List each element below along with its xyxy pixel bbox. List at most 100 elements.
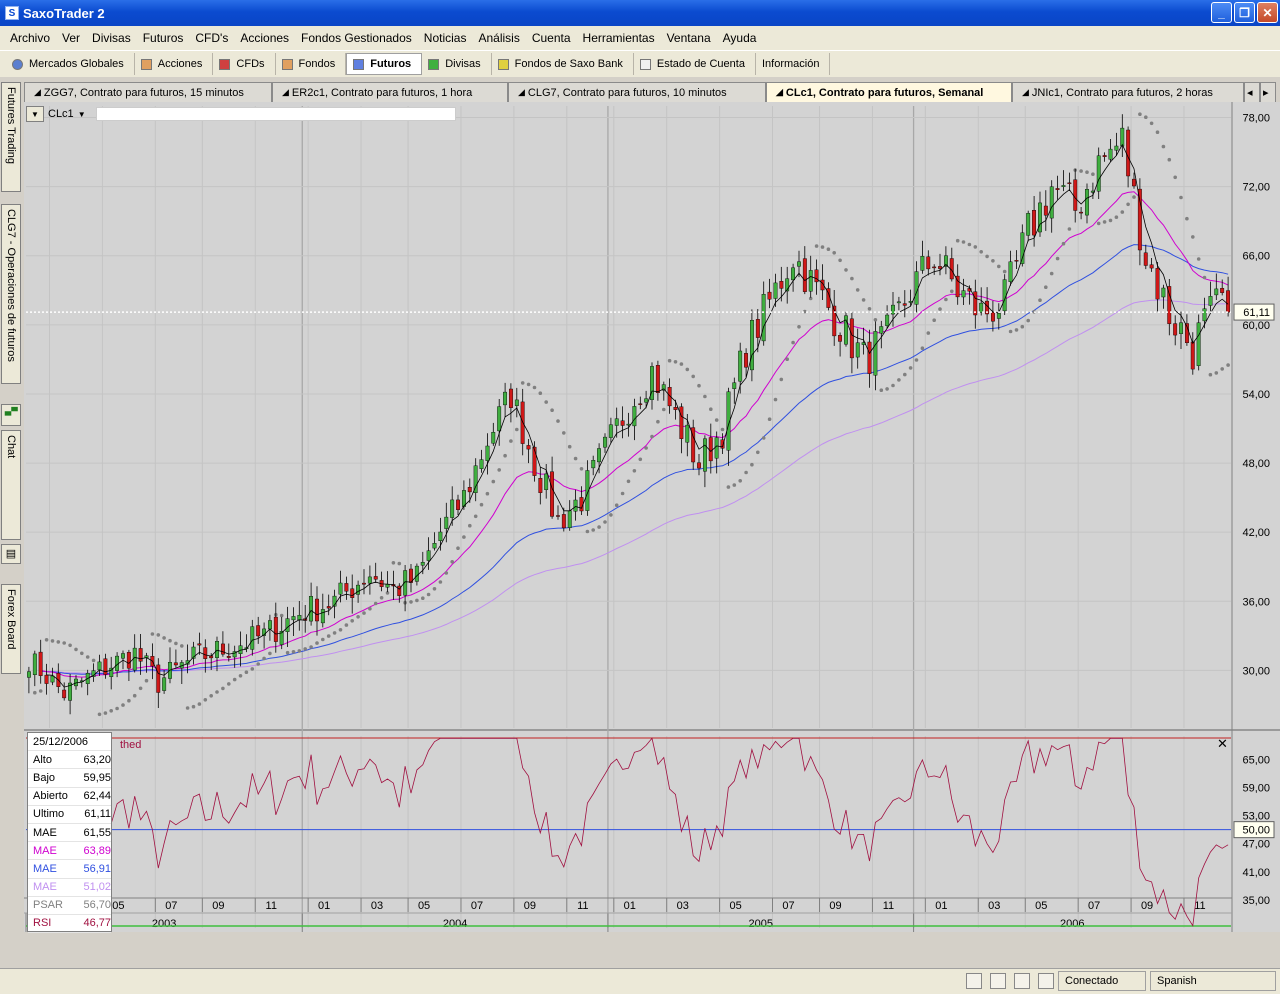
side-tab-futures-trading[interactable]: Futures Trading bbox=[1, 82, 21, 192]
psar-dot bbox=[738, 479, 742, 483]
toolbar-informacion[interactable]: Información bbox=[756, 53, 831, 75]
toolbar-cfds[interactable]: CFDs bbox=[213, 53, 276, 75]
toolbar-fondos-saxo-bank[interactable]: Fondos de Saxo Bank bbox=[492, 53, 634, 75]
menu-analisis[interactable]: Análisis bbox=[478, 31, 520, 45]
candle-body bbox=[1114, 145, 1119, 151]
psar-dot bbox=[779, 377, 784, 382]
x-tick-label: 07 bbox=[471, 900, 483, 912]
menu-ver[interactable]: Ver bbox=[62, 31, 81, 45]
candle-body bbox=[761, 293, 766, 342]
psar-dot bbox=[315, 641, 319, 645]
menu-herramientas[interactable]: Herramientas bbox=[582, 31, 655, 45]
candle-body bbox=[591, 460, 596, 469]
tab-arrow-icon: ◢ bbox=[518, 87, 525, 97]
candle-body bbox=[1202, 308, 1207, 322]
psar-dot bbox=[450, 560, 455, 564]
psar-dot bbox=[632, 469, 637, 473]
tab-jnic1[interactable]: ◢ JNIc1, Contrato para futuros, 2 horas bbox=[1012, 82, 1244, 102]
candle-body bbox=[444, 516, 449, 529]
menu-cuenta[interactable]: Cuenta bbox=[531, 31, 571, 45]
side-tab-forex-board[interactable]: Forex Board bbox=[1, 584, 21, 674]
psar-dot bbox=[1226, 363, 1230, 367]
psar-dot bbox=[150, 632, 155, 636]
data-row-value: 56,70 bbox=[83, 899, 111, 912]
candle-body bbox=[1014, 260, 1019, 262]
rsi-tick-label: 53,00 bbox=[1242, 811, 1270, 823]
psar-dot bbox=[1096, 221, 1101, 226]
psar-dot bbox=[567, 444, 572, 449]
candle-body bbox=[767, 291, 772, 300]
menu-ventana[interactable]: Ventana bbox=[666, 31, 711, 45]
menu-divisas[interactable]: Divisas bbox=[92, 31, 131, 45]
toolbar-futuros[interactable]: Futuros bbox=[346, 53, 423, 75]
menu-ayuda[interactable]: Ayuda bbox=[722, 31, 757, 45]
account-icon bbox=[639, 58, 651, 70]
x-tick-label: 07 bbox=[1088, 900, 1100, 912]
psar-dot bbox=[103, 711, 108, 715]
candle-body bbox=[1226, 290, 1231, 313]
x-tick-label: 05 bbox=[418, 900, 430, 912]
menu-cfds[interactable]: CFD's bbox=[195, 31, 229, 45]
psar-dot bbox=[873, 318, 878, 322]
menu-acciones[interactable]: Acciones bbox=[240, 31, 290, 45]
chart-header: ▼ CLc1 ▼ bbox=[26, 106, 456, 122]
data-row: MAE 61,55 bbox=[28, 824, 111, 843]
toolbar-divisas[interactable]: Divisas bbox=[422, 53, 492, 75]
candle-body bbox=[726, 391, 731, 451]
candle-body bbox=[185, 660, 190, 665]
psar-dot bbox=[227, 682, 231, 686]
tab-clc1[interactable]: ◢ CLc1, Contrato para futuros, Semanal bbox=[766, 82, 1012, 102]
menu-futuros[interactable]: Futuros bbox=[142, 31, 184, 45]
psar-dot bbox=[650, 434, 654, 439]
rsi-close-icon[interactable]: ✕ bbox=[1217, 736, 1228, 751]
candle-body bbox=[356, 584, 360, 595]
psar-dot bbox=[791, 340, 795, 345]
menu-noticias[interactable]: Noticias bbox=[423, 31, 467, 45]
psar-dot bbox=[944, 297, 948, 302]
data-row-value: 63,89 bbox=[83, 844, 111, 857]
toolbar-acciones[interactable]: Acciones bbox=[135, 53, 214, 75]
toolbar-mercados-globales[interactable]: Mercados Globales bbox=[6, 53, 135, 75]
candle-body bbox=[755, 319, 760, 338]
psar-dot bbox=[497, 468, 502, 472]
candle-body bbox=[896, 301, 901, 304]
psar-dot bbox=[1220, 367, 1224, 371]
side-tab-chart-icon[interactable]: ▚ bbox=[1, 404, 21, 426]
candle-body bbox=[491, 432, 496, 444]
minimize-button[interactable]: _ bbox=[1211, 2, 1232, 23]
symbol-dropdown-icon[interactable]: ▼ bbox=[77, 109, 86, 119]
close-button[interactable]: ✕ bbox=[1257, 2, 1278, 23]
menu-archivo[interactable]: Archivo bbox=[10, 31, 51, 45]
tab-clg7[interactable]: ◢ CLG7, Contrato para futuros, 10 minutos bbox=[508, 82, 766, 102]
candle-body bbox=[326, 606, 331, 609]
psar-dot bbox=[44, 638, 49, 642]
psar-dot bbox=[415, 598, 419, 603]
toolbar-fondos[interactable]: Fondos bbox=[276, 53, 347, 75]
chart-menu-button[interactable]: ▼ bbox=[26, 106, 44, 122]
psar-dot bbox=[138, 686, 143, 691]
candle-body bbox=[414, 565, 419, 582]
data-row-label: Alto bbox=[33, 753, 52, 766]
y-tick-label: 66,00 bbox=[1242, 251, 1270, 263]
tab-er2c1[interactable]: ◢ ER2c1, Contrato para futuros, 1 hora bbox=[272, 82, 508, 102]
side-tab-clg7-operaciones[interactable]: CLG7 - Operaciones de futuros bbox=[1, 204, 21, 384]
candle-body bbox=[1137, 188, 1142, 251]
candle-body bbox=[785, 278, 790, 292]
price-chart[interactable]: 0305070911010305070911010305070911010305… bbox=[24, 102, 1280, 932]
psar-dot bbox=[285, 650, 290, 655]
tab-scroll-left[interactable]: ◂ bbox=[1244, 82, 1260, 102]
candle-body bbox=[585, 470, 590, 511]
tab-scroll-right[interactable]: ▸ bbox=[1260, 82, 1276, 102]
maximize-button[interactable]: ❐ bbox=[1234, 2, 1255, 23]
psar-dot bbox=[920, 346, 925, 350]
symbol-input[interactable] bbox=[95, 107, 456, 121]
psar-dot bbox=[1014, 328, 1019, 332]
x-tick-label: 07 bbox=[782, 900, 794, 912]
tab-zgg7[interactable]: ◢ ZGG7, Contrato para futuros, 15 minutos bbox=[24, 82, 272, 102]
candle-body bbox=[350, 588, 355, 598]
side-tab-chat[interactable]: Chat bbox=[1, 430, 21, 540]
menu-fondos-gestionados[interactable]: Fondos Gestionados bbox=[301, 31, 412, 45]
toolbar-estado-de-cuenta[interactable]: Estado de Cuenta bbox=[634, 53, 756, 75]
side-tab-book-icon[interactable]: ▤ bbox=[1, 544, 21, 564]
candle-body bbox=[273, 616, 278, 642]
